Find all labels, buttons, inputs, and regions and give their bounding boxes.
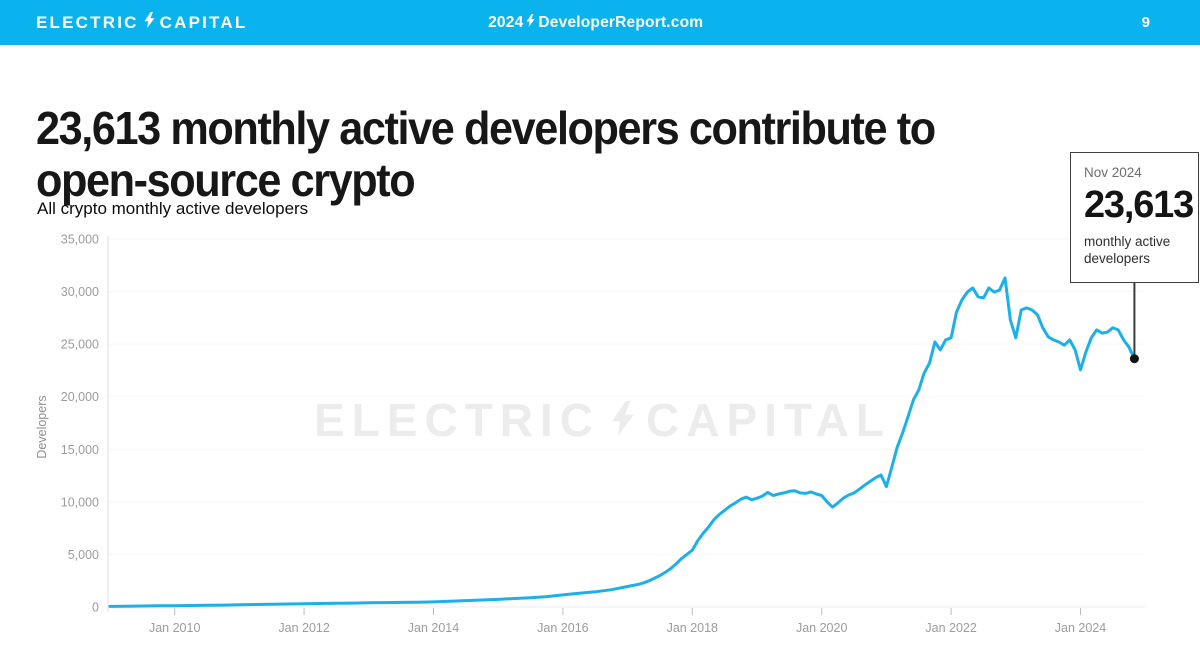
report-url-year: 2024 <box>488 13 524 31</box>
logo-text-right: CAPITAL <box>159 12 248 32</box>
y-tick-label: 0 <box>92 601 99 615</box>
lightning-bolt-icon <box>526 13 535 32</box>
line-chart: 0 5,000 10,000 15,000 20,000 25,000 30,000 35,0… <box>35 233 1145 635</box>
y-tick-label: 5,000 <box>68 548 99 562</box>
y-axis-title: Developers <box>35 395 49 458</box>
logo-text-left: ELECTRIC <box>36 12 139 32</box>
developers-series-line <box>108 276 1136 608</box>
x-tick-label: Jan 2016 <box>537 621 588 635</box>
end-point-marker <box>1129 354 1139 364</box>
y-tick-label: 25,000 <box>61 338 99 352</box>
lightning-bolt-icon <box>144 12 155 33</box>
top-bar: ELECTRIC CAPITAL 2024 DeveloperReport.co… <box>0 0 1200 45</box>
y-tick-label: 35,000 <box>61 233 99 247</box>
x-tick-label: Jan 2012 <box>278 621 329 635</box>
watermark-text-left: ELECTRIC <box>314 394 600 446</box>
y-tick-label: 15,000 <box>61 443 99 457</box>
y-tick-label: 20,000 <box>61 390 99 404</box>
x-tick-label: Jan 2010 <box>149 621 200 635</box>
y-tick-label: 10,000 <box>61 495 99 509</box>
x-tick-label: Jan 2024 <box>1055 621 1106 635</box>
annotation-callout: Nov 2024 23,613 monthly active developer… <box>1070 152 1199 283</box>
watermark-text-right: CAPITAL <box>646 394 891 446</box>
electric-capital-logo: ELECTRIC CAPITAL <box>36 0 247 45</box>
annotation-caption: monthly active developers <box>1084 234 1171 267</box>
page-number: 9 <box>1141 14 1150 31</box>
x-tick-label: Jan 2014 <box>408 621 459 635</box>
report-url: 2024 DeveloperReport.com <box>488 0 703 45</box>
annotation-date: Nov 2024 <box>1084 165 1142 180</box>
chart-title: All crypto monthly active developers <box>37 199 309 218</box>
report-url-domain: DeveloperReport.com <box>538 13 704 31</box>
page-title-line-2: open-source crypto <box>36 154 416 207</box>
x-tick-label: Jan 2018 <box>667 621 718 635</box>
x-tick-label: Jan 2020 <box>796 621 847 635</box>
watermark: ELECTRIC CAPITAL <box>314 393 891 447</box>
y-tick-label: 30,000 <box>61 285 99 299</box>
page-title: 23,613 monthly active developers contrib… <box>36 101 936 207</box>
annotation-value: 23,613 <box>1084 184 1194 226</box>
x-tick-label: Jan 2022 <box>925 621 976 635</box>
page-title-line-1: 23,613 monthly active developers contrib… <box>36 101 936 154</box>
lightning-bolt-icon <box>612 393 634 447</box>
